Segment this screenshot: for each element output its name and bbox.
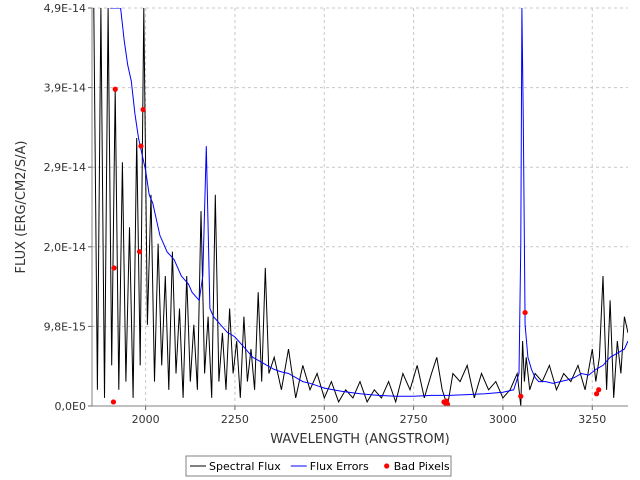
x-tick-label: 3000 xyxy=(489,413,517,426)
series-group xyxy=(93,8,628,406)
legend-item-spectral-flux: Spectral Flux xyxy=(190,460,281,473)
legend-label: Spectral Flux xyxy=(209,460,281,473)
legend-label: Flux Errors xyxy=(310,460,369,473)
x-tick-label: 3250 xyxy=(578,413,606,426)
legend-item-flux-errors: Flux Errors xyxy=(290,460,369,473)
x-tick-label: 2500 xyxy=(310,413,338,426)
legend-item-bad-pixels: Bad Pixels xyxy=(384,460,450,473)
x-tick-label: 2750 xyxy=(400,413,428,426)
bad-pixel-point xyxy=(518,393,524,399)
legend-box xyxy=(185,455,452,477)
series-layer xyxy=(93,8,628,406)
y-tick-label: 2,0E-14 xyxy=(44,241,86,254)
legend-label: Bad Pixels xyxy=(394,460,450,473)
x-tick-label: 2000 xyxy=(132,413,160,426)
bad-pixel-point xyxy=(522,309,528,316)
flux-errors-line xyxy=(109,8,628,397)
grid xyxy=(92,7,628,407)
x-tick-label: 2250 xyxy=(221,413,249,426)
y-tick-label: 2,9E-14 xyxy=(44,161,86,174)
bad-pixel-point xyxy=(593,391,600,397)
bad-pixel-point xyxy=(112,86,118,92)
legend-swatch xyxy=(384,463,390,469)
bad-pixel-point xyxy=(136,249,143,255)
legend: Spectral Flux Flux Errors Bad Pixels xyxy=(185,455,452,477)
bad-pixel-point xyxy=(140,106,146,113)
bad-pixel-point xyxy=(596,387,602,393)
plot-area xyxy=(92,8,628,406)
bad-pixel-point xyxy=(444,401,451,406)
y-tick-label: 4,9E-14 xyxy=(44,2,86,15)
x-axis-title: WAVELENGTH (ANGSTROM) xyxy=(270,432,449,447)
y-tick-label: 9,8E-15 xyxy=(44,320,86,333)
y-tick-label: 0,0E0 xyxy=(55,400,86,413)
axes: 2000 2250 2500 2750 3000 3250 0,0E0 9,8E-15 2,0E… xyxy=(44,2,628,426)
y-tick-label: 3,9E-14 xyxy=(44,82,86,95)
bad-pixel-point xyxy=(111,265,117,271)
bad-pixel-point xyxy=(110,399,117,405)
y-axis-title: FLUX (ERG/CM2/S/A) xyxy=(14,141,29,274)
bad-pixel-point xyxy=(138,143,144,149)
